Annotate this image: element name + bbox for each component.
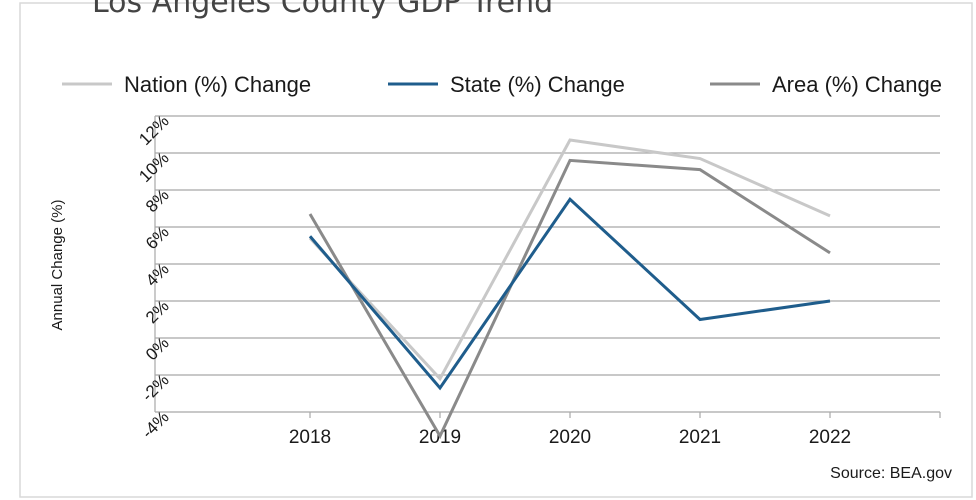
- x-tick-label: 2018: [289, 427, 331, 448]
- x-tick-labels: 2018 2019 2020 2021 2022: [289, 412, 941, 448]
- x-tick-label: 2021: [679, 427, 721, 448]
- grid-lines: [154, 115, 940, 413]
- series-line-nation-change: [308, 138, 831, 382]
- series-line-area-change: [308, 158, 831, 440]
- legend-label: Area (%) Change: [772, 72, 942, 97]
- legend-label: State (%) Change: [450, 72, 625, 97]
- series-line-state-change: [308, 196, 831, 391]
- series-lines: [308, 138, 831, 440]
- chart-title: Los Angeles County GDP Trend: [92, 0, 553, 20]
- y-axis-label: Annual Change (%): [49, 200, 66, 331]
- x-tick-label: 2022: [809, 427, 851, 448]
- x-tick-label: 2020: [549, 427, 591, 448]
- chart-legend: Nation (%) Change State (%) Change Area (%…: [62, 72, 942, 97]
- legend-label: Nation (%) Change: [124, 72, 311, 97]
- source-note: Source: BEA.gov: [830, 465, 952, 482]
- chart-border: [19, 2, 973, 498]
